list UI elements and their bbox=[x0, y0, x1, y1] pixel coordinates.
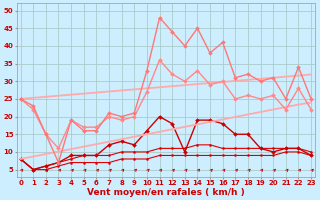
X-axis label: Vent moyen/en rafales ( km/h ): Vent moyen/en rafales ( km/h ) bbox=[87, 188, 245, 197]
